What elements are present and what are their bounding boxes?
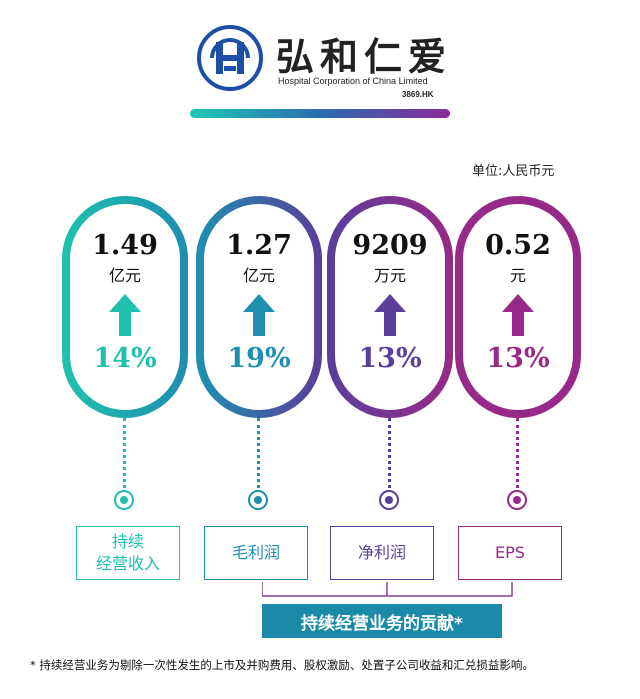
metric-growth: 13% — [358, 343, 422, 374]
metric-unit: 亿元 — [242, 266, 275, 285]
metric-pill: 0.52 元 13% — [455, 196, 581, 418]
brand-ticker: 3869.HK — [402, 90, 434, 99]
metric-unit: 元 — [509, 266, 526, 285]
metric-pill: 1.27 亿元 19% — [196, 196, 322, 418]
metric-value: 1.27 — [226, 230, 292, 261]
footnote: * 持续经营业务为剔除一次性发生的上市及并购费用、股权激励、处置子公司收益和汇兑… — [30, 658, 534, 672]
target-dot-icon — [248, 490, 268, 510]
metric-pill: 1.49 亿元 14% — [62, 196, 188, 418]
connector-line — [123, 418, 129, 488]
arrow-up-icon — [243, 294, 275, 336]
target-dot-icon — [507, 490, 527, 510]
connector-line — [257, 418, 263, 488]
connector-line — [388, 418, 394, 488]
connector-line — [516, 418, 522, 488]
metric-label: 毛利润 — [204, 526, 308, 580]
metric-growth: 19% — [227, 343, 291, 374]
metric-label: EPS — [458, 526, 562, 580]
metric-growth: 13% — [486, 343, 550, 374]
arrow-up-icon — [109, 294, 141, 336]
metric-label: 持续 经营收入 — [76, 526, 180, 580]
target-dot-icon — [379, 490, 399, 510]
brand-name-en: Hospital Corporation of China Limited — [278, 76, 428, 86]
target-dot-icon — [114, 490, 134, 510]
metric-unit: 万元 — [373, 266, 406, 285]
contribution-label-bar: 持续经营业务的贡献* — [262, 604, 502, 638]
company-logo — [196, 24, 264, 92]
unit-label: 单位:人民币元 — [472, 164, 555, 179]
arrow-up-icon — [502, 294, 534, 336]
metric-value: 9209 — [352, 230, 428, 261]
metric-value: 1.49 — [92, 230, 158, 261]
header-gradient-bar — [190, 109, 450, 118]
brand-name-cn: 弘和仁爱 — [276, 34, 453, 79]
metric-pill: 9209 万元 13% — [327, 196, 453, 418]
metric-label: 净利润 — [330, 526, 434, 580]
metric-growth: 14% — [93, 343, 157, 374]
metric-unit: 亿元 — [108, 266, 141, 285]
arrow-up-icon — [374, 294, 406, 336]
contribution-bracket — [262, 582, 513, 597]
metric-value: 0.52 — [485, 230, 551, 261]
